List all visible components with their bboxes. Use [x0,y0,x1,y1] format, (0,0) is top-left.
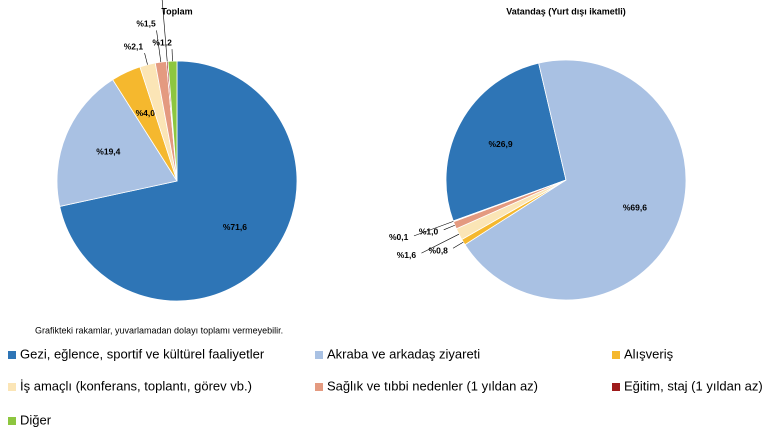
legend-swatch [315,383,323,391]
leader-line [453,242,463,248]
value-label: %1,2 [152,37,172,47]
leader-line [444,225,455,230]
value-label: %71,6 [223,222,247,232]
value-label: %0,8 [429,246,449,256]
legend-swatch [612,351,620,359]
legend-swatch [315,351,323,359]
value-label: %26,9 [489,139,513,149]
value-label: %1,5 [136,19,156,29]
value-label: %0,1 [389,232,409,242]
legend-label: Sağlık ve tıbbi nedenler (1 yıldan az) [327,378,538,393]
chart-title: Toplam [161,6,192,16]
leader-line [145,53,148,65]
value-label: %2,1 [124,41,144,51]
legend-swatch [8,417,16,425]
legend-label: Alışveriş [624,346,674,361]
value-label: %1,6 [397,250,417,260]
legend-label: Akraba ve arkadaş ziyareti [327,346,480,361]
value-label: %4,0 [136,108,156,118]
legend-label: İş amaçlı (konferans, toplantı, görev vb… [20,378,252,393]
value-label: %69,6 [623,202,647,212]
legend-label: Eğitim, staj (1 yıldan az) [624,378,763,393]
legend-label: Diğer [20,412,52,427]
legend-swatch [8,351,16,359]
chart-title: Vatandaş (Yurt dışı ikametli) [506,6,626,16]
legend-label: Gezi, eğlence, sportif ve kültürel faali… [20,346,265,361]
note: Grafikteki rakamlar, yuvarlamadan dolayı… [35,325,283,335]
legend-swatch [612,383,620,391]
legend-swatch [8,383,16,391]
value-label: %19,4 [96,147,120,157]
